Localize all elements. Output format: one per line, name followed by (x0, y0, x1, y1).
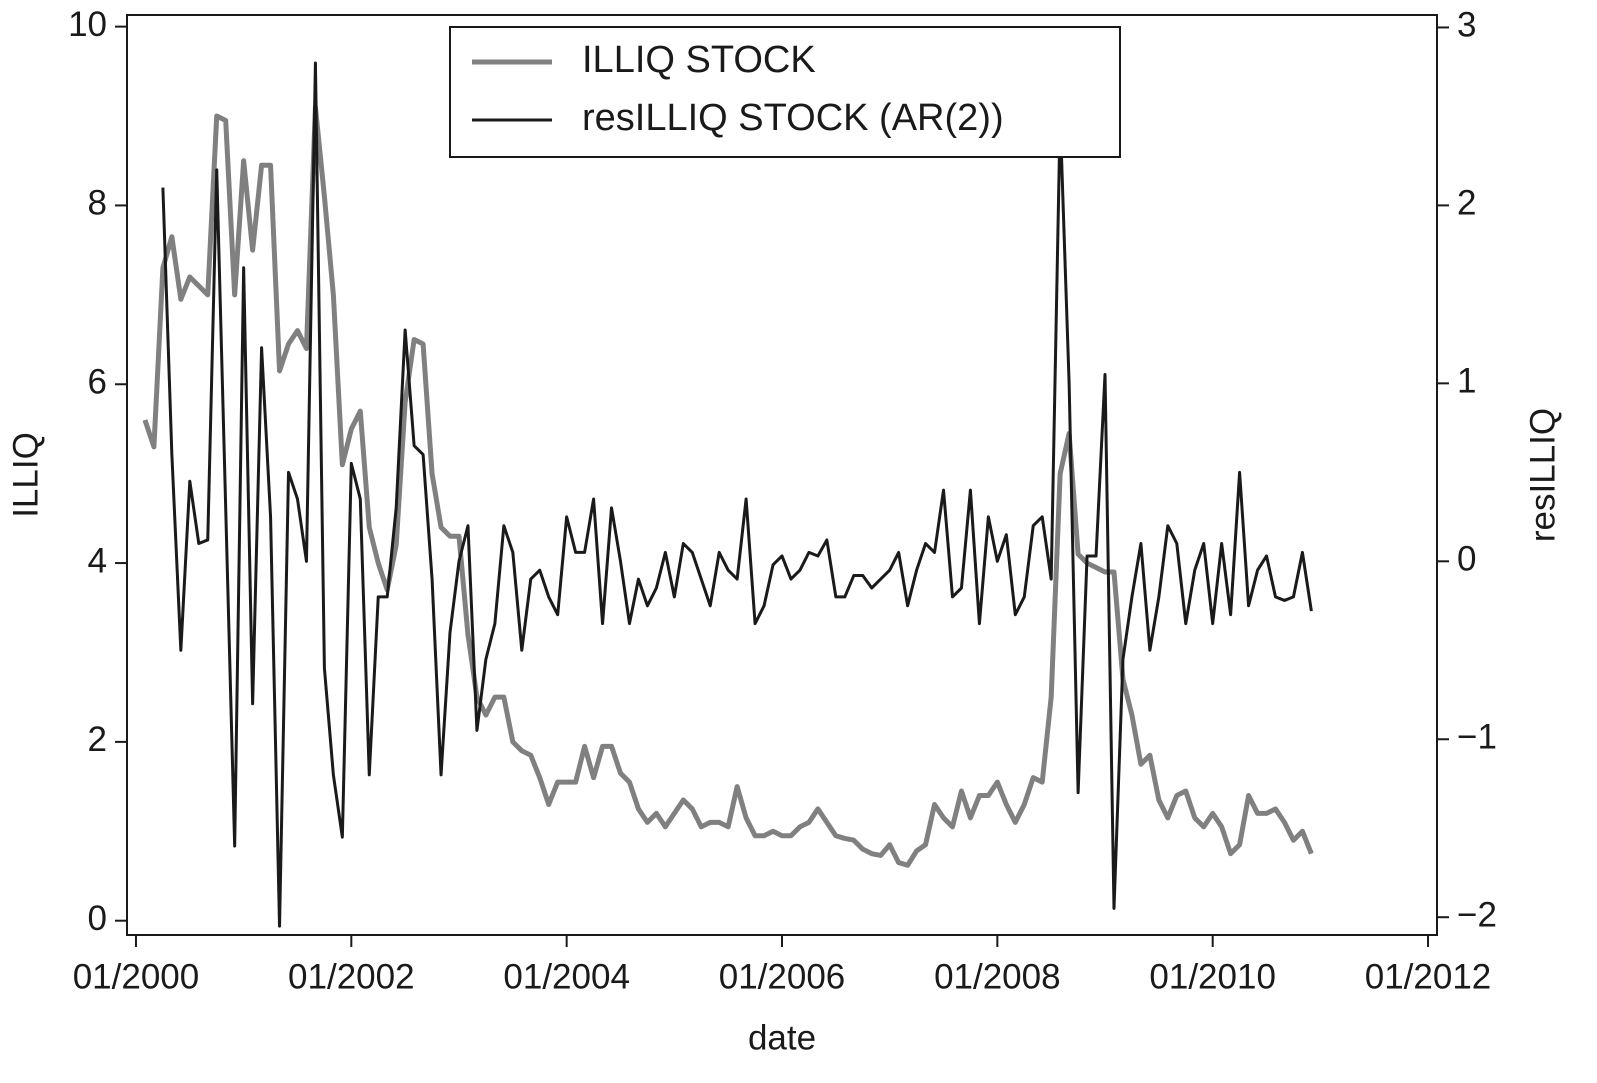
y-tick-label: 0 (88, 899, 107, 938)
data-line (142, 104, 1314, 868)
y2-tick-label: 3 (1457, 6, 1476, 45)
y-tick-label: 2 (88, 720, 107, 759)
y2-tick-label: 2 (1457, 184, 1476, 223)
x-tick-label: 01/2010 (1149, 957, 1276, 996)
y2-tick-label: 0 (1457, 540, 1476, 579)
y2-axis-label: resILLIQ (1523, 408, 1562, 542)
legend-label: resILLIQ STOCK (AR(2)) (582, 97, 1004, 139)
x-axis-label: date (748, 1018, 816, 1057)
y-axis-label: ILLIQ (6, 432, 45, 518)
y2-tick-label: 1 (1457, 362, 1476, 401)
legend-box (449, 26, 1121, 158)
x-tick-label: 01/2004 (503, 957, 630, 996)
y-tick-label: 8 (88, 184, 107, 223)
y-tick-label: 4 (88, 541, 107, 580)
x-tick-label: 01/2012 (1365, 957, 1492, 996)
y-tick-label: 6 (88, 363, 107, 402)
legend-label: ILLIQ STOCK (582, 39, 816, 81)
x-tick-label: 01/2006 (719, 957, 846, 996)
y2-tick-label: −2 (1457, 895, 1497, 934)
data-line (161, 61, 1313, 928)
y2-tick-label: −1 (1457, 718, 1497, 757)
x-tick-label: 01/2008 (934, 957, 1061, 996)
x-tick-label: 01/2000 (73, 957, 200, 996)
y-tick-label: 10 (68, 5, 107, 44)
x-tick-label: 01/2002 (288, 957, 415, 996)
